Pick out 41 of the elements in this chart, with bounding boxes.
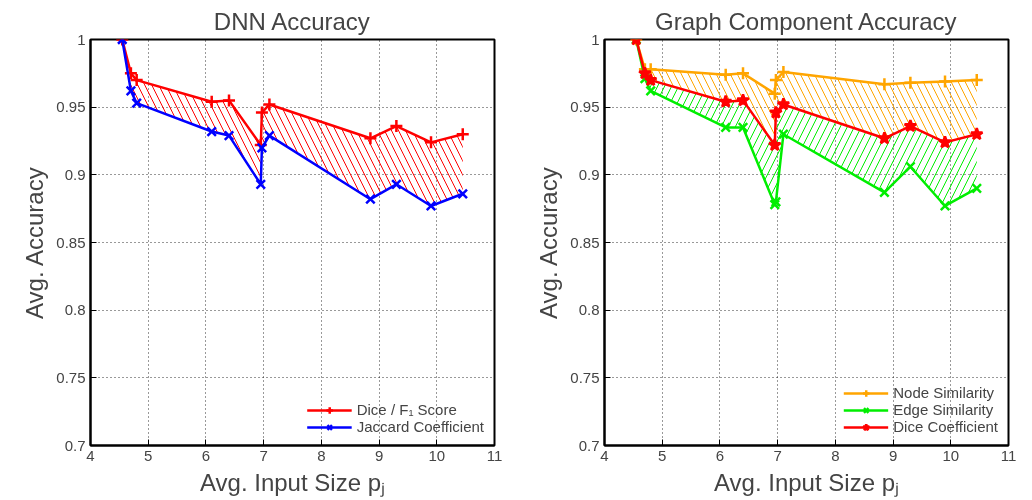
- y-tick-label: 0.8: [578, 301, 600, 319]
- x-tick-label: 4: [86, 446, 95, 464]
- y-axis-title: Avg. Accuracy: [21, 167, 49, 319]
- x-tick-label: 7: [773, 446, 782, 464]
- x-tick-label: 7: [259, 446, 268, 464]
- x-tick-label: 9: [888, 446, 898, 464]
- x-tick-label: 11: [1000, 446, 1017, 464]
- chart-title: DNN Accuracy: [213, 7, 370, 35]
- x-tick-label: 6: [715, 446, 725, 464]
- y-tick-label: 0.9: [578, 165, 600, 183]
- x-axis-title: Avg. Input Size pⱼ: [200, 468, 386, 497]
- y-tick-label: 0.95: [56, 98, 86, 116]
- x-tick-label: 8: [831, 446, 840, 464]
- legend-label: Node Similarity: [893, 384, 995, 401]
- legend-label: Edge Similarity: [893, 401, 994, 418]
- y-tick-label: 0.8: [64, 301, 86, 319]
- x-tick-label: 9: [374, 446, 384, 464]
- y-tick-label: 0.85: [56, 233, 86, 251]
- x-tick-label: 5: [144, 446, 153, 464]
- y-tick-label: 1: [591, 30, 600, 48]
- y-tick-label: 0.85: [570, 233, 600, 251]
- legend-label: Dice / F₁ Score: [356, 401, 457, 418]
- y-tick-label: 0.7: [64, 436, 86, 454]
- x-axis-title: Avg. Input Size pⱼ: [714, 468, 900, 497]
- y-tick-label: 0.75: [56, 368, 86, 386]
- chart-title: Graph Component Accuracy: [655, 7, 957, 35]
- x-tick-label: 11: [486, 446, 503, 464]
- x-tick-label: 6: [201, 446, 211, 464]
- legend-label: Dice Coefficient: [893, 418, 998, 435]
- y-axis-title: Avg. Accuracy: [535, 167, 563, 319]
- x-tick-label: 10: [428, 446, 446, 464]
- y-tick-label: 0.95: [570, 98, 600, 116]
- x-tick-label: 5: [658, 446, 667, 464]
- y-tick-label: 0.7: [578, 436, 600, 454]
- y-tick-label: 1: [77, 30, 86, 48]
- y-tick-label: 0.9: [64, 165, 86, 183]
- x-tick-label: 10: [942, 446, 960, 464]
- x-tick-label: 4: [600, 446, 609, 464]
- y-tick-label: 0.75: [570, 368, 600, 386]
- legend-label: Jaccard Coefficient: [356, 418, 484, 435]
- x-tick-label: 8: [317, 446, 326, 464]
